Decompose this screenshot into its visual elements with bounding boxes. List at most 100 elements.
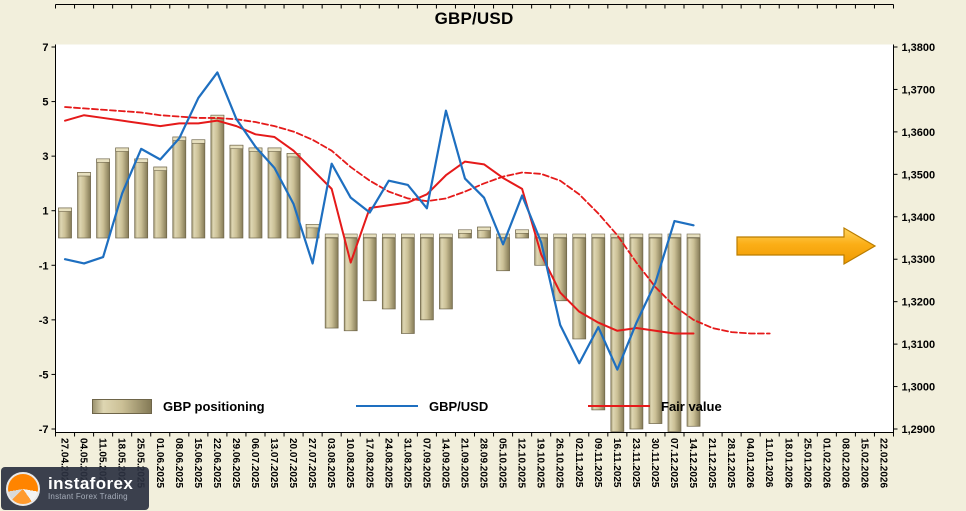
svg-text:06.07.2025: 06.07.2025 bbox=[249, 438, 260, 488]
legend-label-fair-value: Fair value bbox=[661, 398, 722, 414]
x-axis-label: 28.09.2025 bbox=[478, 438, 489, 488]
instaforex-watermark: instaforex Instant Forex Trading bbox=[1, 467, 150, 510]
x-axis-label: 27.07.2025 bbox=[306, 438, 317, 488]
x-axis-label: 15.02.2026 bbox=[858, 438, 869, 488]
bar-cap bbox=[286, 153, 301, 158]
instaforex-logo-icon bbox=[6, 471, 40, 506]
bar bbox=[58, 207, 72, 239]
x-axis-label: 01.02.2026 bbox=[820, 438, 831, 488]
x-axis-label: 25.05.2025 bbox=[135, 438, 146, 488]
svg-text:29.06.2025: 29.06.2025 bbox=[230, 438, 241, 488]
right-axis-label: 1,3600 bbox=[902, 127, 936, 139]
bar-cap bbox=[324, 233, 339, 238]
bar bbox=[324, 237, 339, 329]
x-axis-label: 30.11.2025 bbox=[649, 438, 660, 488]
bar bbox=[153, 166, 168, 239]
x-axis-label: 28.12.2025 bbox=[725, 438, 736, 488]
x-axis-label: 14.09.2025 bbox=[439, 438, 450, 488]
legend-label-gbpusd: GBP/USD bbox=[429, 398, 489, 414]
svg-text:10.08.2025: 10.08.2025 bbox=[344, 438, 355, 488]
svg-text:04.01.2026: 04.01.2026 bbox=[744, 438, 755, 488]
x-axis-label: 20.07.2025 bbox=[287, 438, 298, 488]
svg-text:22.06.2025: 22.06.2025 bbox=[211, 438, 222, 488]
x-axis-label: 21.12.2025 bbox=[706, 438, 717, 488]
svg-text:25.05.2025: 25.05.2025 bbox=[135, 438, 146, 488]
bar bbox=[610, 237, 625, 432]
left-axis-label: -7 bbox=[39, 424, 49, 436]
bar-cap bbox=[134, 158, 149, 163]
bar-cap bbox=[686, 233, 701, 238]
bar bbox=[77, 172, 91, 239]
bar-cap bbox=[420, 233, 434, 238]
bar-legend-swatch bbox=[92, 398, 152, 414]
axes-frame bbox=[51, 44, 898, 437]
bar-cap bbox=[381, 233, 396, 238]
left-axis-label: 3 bbox=[42, 151, 48, 163]
x-axis-label: 04.05.2025 bbox=[78, 438, 89, 488]
bar bbox=[420, 237, 434, 321]
legend-item-gbpusd: GBP/USD bbox=[356, 396, 488, 416]
svg-text:04.05.2025: 04.05.2025 bbox=[78, 438, 89, 488]
bar-cap bbox=[458, 229, 472, 234]
svg-text:15.02.2026: 15.02.2026 bbox=[858, 438, 869, 488]
svg-text:20.07.2025: 20.07.2025 bbox=[287, 438, 298, 488]
svg-text:27.07.2025: 27.07.2025 bbox=[306, 438, 317, 488]
bar-cap bbox=[553, 233, 568, 238]
svg-text:15.06.2025: 15.06.2025 bbox=[192, 438, 203, 488]
x-axis-label: 18.01.2026 bbox=[782, 438, 793, 488]
right-axis-label: 1,3300 bbox=[902, 254, 936, 266]
x-axis-label: 29.06.2025 bbox=[230, 438, 241, 488]
bar bbox=[191, 139, 206, 239]
right-axis-label: 1,3200 bbox=[902, 297, 936, 309]
right-axis-label: 1,2900 bbox=[902, 424, 936, 436]
x-axis-label: 24.08.2025 bbox=[382, 438, 393, 488]
bar-cap bbox=[496, 233, 510, 238]
bar bbox=[96, 158, 110, 239]
left-axis-label: 1 bbox=[42, 206, 48, 218]
x-axis-label: 12.10.2025 bbox=[516, 438, 527, 488]
svg-text:13.07.2025: 13.07.2025 bbox=[268, 438, 279, 488]
bar bbox=[210, 114, 225, 239]
bar bbox=[572, 237, 587, 340]
x-axis-label: 09.11.2025 bbox=[592, 438, 603, 488]
x-axis-label: 06.07.2025 bbox=[249, 438, 260, 488]
svg-text:31.08.2025: 31.08.2025 bbox=[401, 438, 412, 488]
left-axis-label: 5 bbox=[42, 97, 48, 109]
bar-cap bbox=[343, 233, 358, 238]
svg-text:09.11.2025: 09.11.2025 bbox=[592, 438, 603, 488]
bar bbox=[591, 237, 606, 411]
left-axis-label: -1 bbox=[39, 260, 49, 272]
svg-text:17.08.2025: 17.08.2025 bbox=[363, 438, 374, 488]
x-axis-label: 27.04.2025 bbox=[59, 438, 70, 488]
svg-text:05.10.2025: 05.10.2025 bbox=[497, 438, 508, 488]
x-axis-label: 22.06.2025 bbox=[211, 438, 222, 488]
legend-item-positioning: GBP positioning bbox=[92, 396, 265, 416]
svg-text:24.08.2025: 24.08.2025 bbox=[382, 438, 393, 488]
x-axis-label: 04.01.2026 bbox=[744, 438, 755, 488]
right-axis-label: 1,3700 bbox=[902, 84, 936, 96]
svg-text:11.05.2025: 11.05.2025 bbox=[97, 438, 108, 488]
x-axis-label: 21.09.2025 bbox=[458, 438, 469, 488]
x-axis-label: 17.08.2025 bbox=[363, 438, 374, 488]
bar bbox=[496, 237, 510, 272]
bar bbox=[686, 237, 701, 427]
fair-value-trend-line bbox=[64, 106, 771, 335]
x-axis-label: 10.08.2025 bbox=[344, 438, 355, 488]
bar bbox=[400, 237, 415, 334]
bar-cap bbox=[648, 233, 663, 238]
x-axis-label: 23.11.2025 bbox=[630, 438, 641, 488]
bar-cap bbox=[572, 233, 587, 238]
x-axis-label: 08.02.2026 bbox=[839, 438, 850, 488]
svg-text:28.12.2025: 28.12.2025 bbox=[725, 438, 736, 488]
bar-cap bbox=[439, 233, 453, 238]
bar bbox=[362, 237, 377, 302]
legend-label-positioning: GBP positioning bbox=[163, 398, 265, 414]
svg-text:01.02.2026: 01.02.2026 bbox=[820, 438, 831, 488]
svg-text:22.02.2026: 22.02.2026 bbox=[877, 438, 888, 488]
chart-title: GBP/USD bbox=[434, 9, 514, 28]
svg-text:23.11.2025: 23.11.2025 bbox=[630, 438, 641, 488]
bar-cap bbox=[58, 207, 72, 212]
svg-text:08.06.2025: 08.06.2025 bbox=[173, 438, 184, 488]
bar-cap bbox=[305, 224, 320, 229]
